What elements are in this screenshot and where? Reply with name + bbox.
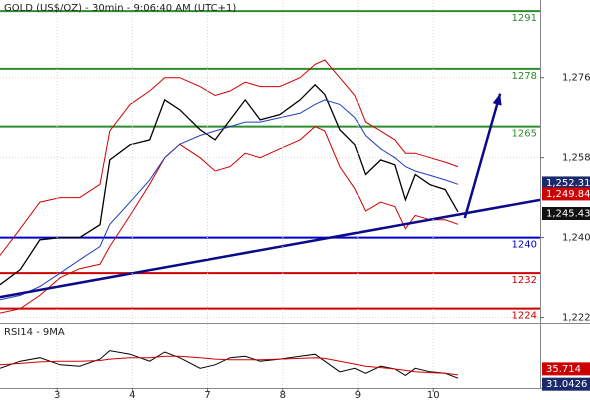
x-tick-label: 10 — [427, 390, 440, 400]
x-tick-label: 4 — [129, 390, 135, 400]
price-tag — [542, 187, 590, 201]
level-label: 1240 — [512, 240, 537, 251]
level-label: 1291 — [512, 13, 537, 24]
level-label: 1232 — [512, 275, 537, 286]
x-tick-label: 3 — [54, 390, 60, 400]
x-tick-label: 7 — [204, 390, 210, 400]
series-line — [0, 99, 459, 301]
arrow-head — [492, 93, 502, 106]
series-line — [0, 126, 459, 314]
price-tag-label: 1,252.31 — [546, 178, 590, 189]
series-line — [0, 83, 459, 286]
price-tag — [542, 176, 590, 190]
y-tick-label: 1,258 — [562, 153, 590, 164]
price-tag — [542, 206, 590, 220]
y-tick-label: 1,222 — [562, 313, 590, 324]
level-label: 1224 — [512, 311, 537, 322]
value-tag-label: 31.0426 — [546, 379, 587, 390]
x-tick-label: 9 — [355, 390, 361, 400]
y-tick-label: 1,240 — [562, 233, 590, 244]
value-tag-label: 35.714 — [546, 364, 581, 375]
value-tag — [542, 377, 590, 391]
value-tag — [542, 362, 590, 376]
level-label: 1278 — [512, 71, 537, 82]
x-tick-label: 8 — [280, 390, 286, 400]
arrow — [463, 93, 502, 219]
panel-title: RSI14 - 9MA — [4, 327, 65, 338]
chart-title: GOLD (US$/OZ) - 30min - 9:06:40 AM (UTC+… — [4, 3, 236, 14]
series-line — [0, 355, 459, 376]
price-tag-label: 1,245.43 — [546, 208, 590, 219]
price-tag-label: 1,249.84 — [546, 189, 590, 200]
series-line — [0, 59, 459, 256]
level-label: 1265 — [512, 129, 537, 140]
trendline — [0, 198, 541, 299]
y-tick-label: 1,276 — [562, 73, 590, 84]
